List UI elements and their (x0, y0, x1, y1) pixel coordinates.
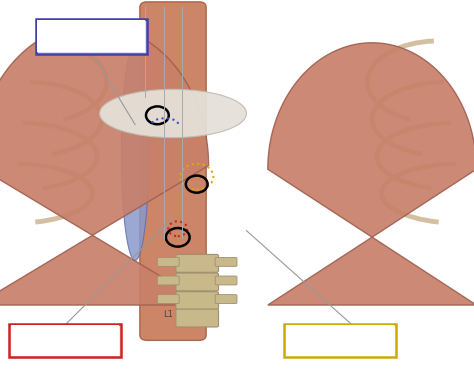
Bar (286, 325, 394, 356)
FancyBboxPatch shape (157, 257, 179, 266)
Bar (36, 19, 147, 54)
FancyBboxPatch shape (176, 273, 219, 291)
Polygon shape (121, 45, 149, 260)
FancyBboxPatch shape (140, 2, 206, 340)
Polygon shape (0, 24, 209, 305)
Bar (11, 325, 119, 356)
FancyBboxPatch shape (176, 309, 219, 327)
FancyBboxPatch shape (215, 276, 237, 285)
FancyBboxPatch shape (215, 257, 237, 266)
FancyBboxPatch shape (176, 292, 219, 310)
Polygon shape (268, 43, 474, 305)
Bar (37, 20, 145, 52)
FancyBboxPatch shape (176, 254, 219, 272)
FancyBboxPatch shape (215, 295, 237, 304)
Bar (284, 324, 396, 357)
Ellipse shape (100, 89, 246, 138)
FancyBboxPatch shape (157, 295, 179, 304)
Text: L1: L1 (164, 310, 173, 319)
Bar (9, 324, 121, 357)
FancyBboxPatch shape (157, 276, 179, 285)
